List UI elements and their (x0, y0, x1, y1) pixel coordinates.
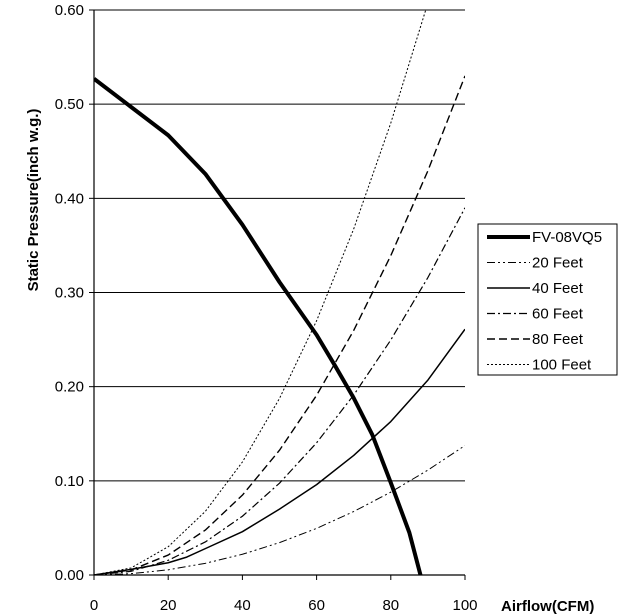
y-tick-labels: 0.00 0.10 0.20 0.30 0.40 0.50 0.60 (55, 2, 84, 584)
x-tick-label-4: 80 (382, 597, 399, 614)
series-line-0 (94, 77, 423, 575)
y-tick-label-1: 0.10 (55, 473, 84, 490)
axes (89, 9, 466, 580)
x-tick-label-3: 60 (308, 597, 325, 614)
y-tick-label-2: 0.20 (55, 379, 84, 396)
y-tick-label-3: 0.30 (55, 285, 84, 302)
grid-lines (94, 9, 465, 482)
series-line-1 (94, 445, 465, 575)
x-tick-labels: 0 20 40 60 80 100 (90, 597, 478, 614)
y-tick-label-5: 0.50 (55, 96, 84, 113)
x-axis-title: Airflow(CFM) (501, 598, 594, 614)
legend: FV-08VQ5 20 Feet 40 Feet 60 Feet 80 Feet 100 … (477, 223, 618, 376)
legend-label-5: 100 Feet (532, 357, 592, 374)
x-tick-label-2: 40 (234, 597, 251, 614)
legend-label-2: 40 Feet (532, 280, 584, 297)
x-tick-label-5: 100 (452, 597, 477, 614)
y-tick-label-4: 0.40 (55, 190, 84, 207)
x-tick-label-1: 20 (160, 597, 177, 614)
legend-label-0: FV-08VQ5 (532, 229, 602, 246)
y-axis-title: Static Pressure(inch w.g.) (25, 109, 42, 292)
legend-label-4: 80 Feet (532, 331, 584, 348)
y-tick-label-6: 0.60 (55, 2, 84, 19)
legend-label-1: 20 Feet (532, 255, 584, 272)
y-tick-label-0: 0.00 (55, 567, 84, 584)
series-group (94, 10, 465, 575)
series-line-5 (94, 10, 427, 575)
series-line-2 (94, 328, 465, 575)
series-line-4 (94, 75, 465, 575)
legend-label-3: 60 Feet (532, 306, 584, 323)
x-tick-label-0: 0 (90, 597, 98, 614)
legend-box (477, 223, 618, 376)
series-line-3 (94, 207, 465, 575)
